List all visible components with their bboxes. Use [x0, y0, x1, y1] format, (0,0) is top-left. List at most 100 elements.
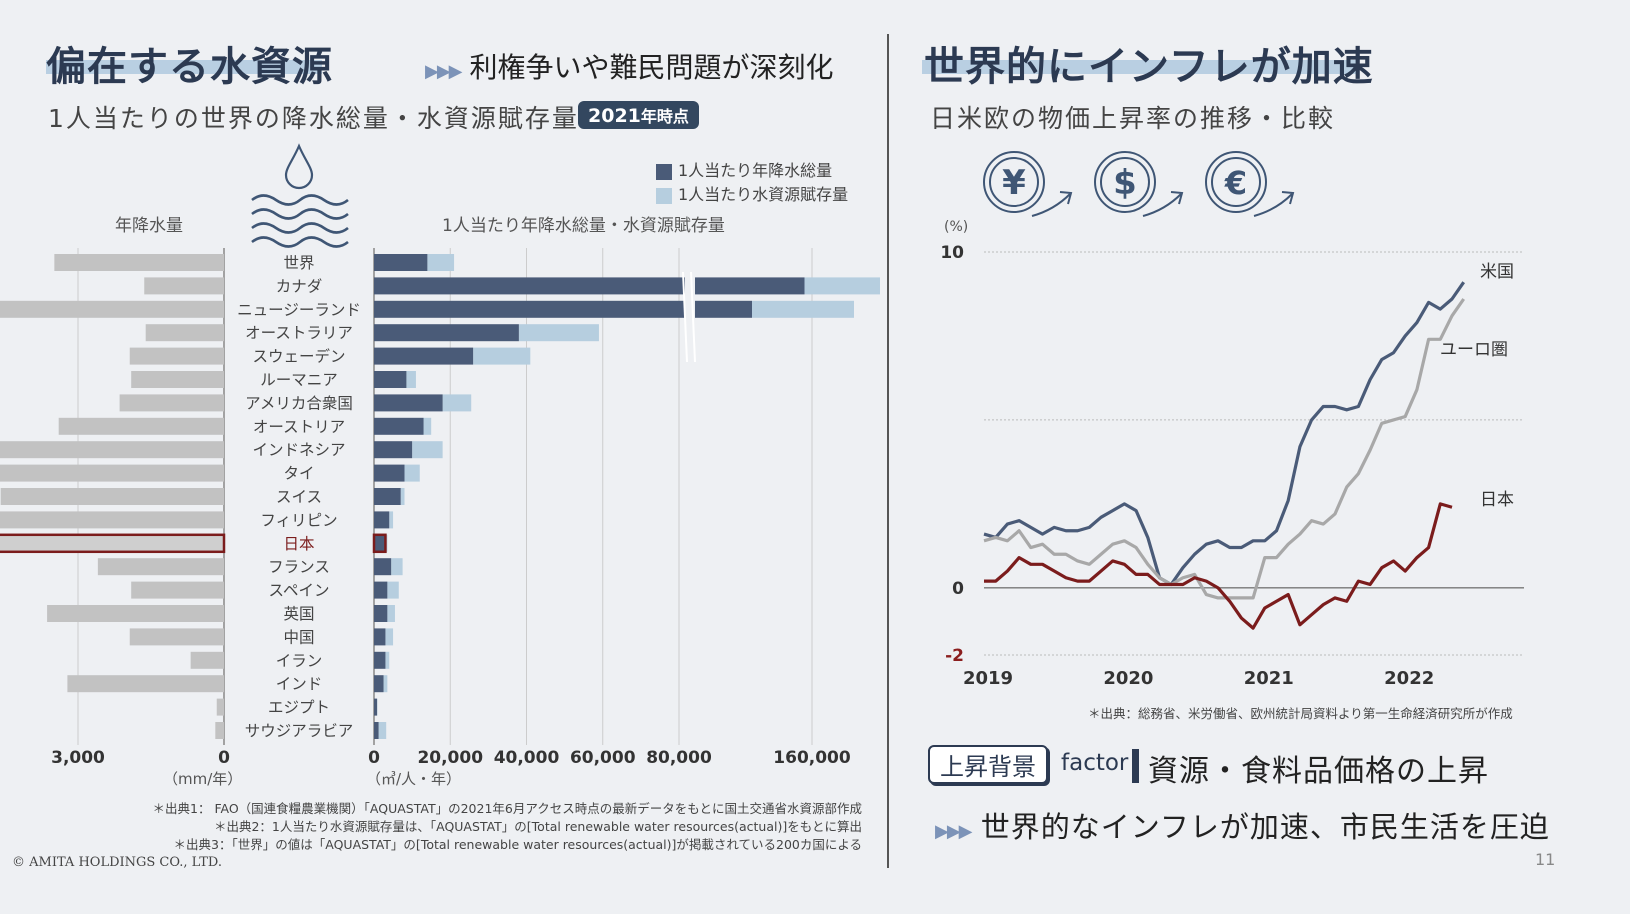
year-badge: 2021年時点 — [578, 101, 699, 129]
bar-precip-7 — [374, 417, 424, 435]
page-number: 11 — [1535, 850, 1556, 869]
right-tick-4: 80,000 — [646, 748, 712, 768]
triple-chevron-icon: ▶▶▶ — [425, 61, 463, 82]
bar-resource-7 — [423, 417, 432, 435]
bar-precip-12 — [372, 533, 387, 554]
bar-rainfall-14 — [131, 581, 224, 599]
y-tick--2: -2 — [945, 646, 964, 666]
svg-text:¥: ¥ — [1002, 163, 1026, 203]
bar-rainfall-9 — [0, 464, 224, 482]
category-label-17: イラン — [276, 652, 323, 670]
triple-chevron-icon-2: ▶▶▶ — [935, 821, 973, 842]
bar-precip-16 — [374, 628, 386, 646]
category-label-4: スウェーデン — [252, 347, 345, 366]
bar-precip-9 — [374, 464, 405, 482]
badge-year: 2021 — [588, 105, 641, 127]
bar-rainfall-5 — [131, 371, 224, 388]
series-label-2: 日本 — [1480, 490, 1514, 510]
right-title: 世界的にインフレが加速 — [924, 43, 1374, 90]
bar-resource-15 — [387, 605, 395, 622]
bar-rainfall-16 — [129, 628, 224, 646]
left-tick-3000: 3,000 — [51, 748, 105, 768]
legend-swatch-light — [656, 187, 672, 204]
axis-break-line-1 — [682, 271, 688, 363]
bar-rainfall-17 — [190, 651, 224, 669]
bar-precip-5 — [374, 371, 407, 388]
right-tick-0: 0 — [368, 748, 380, 768]
copyright: © AMITA HOLDINGS CO., LTD. — [12, 855, 223, 870]
series-line-0 — [983, 281, 1466, 587]
bar-precip-8 — [374, 441, 413, 459]
bar-resource-3 — [518, 324, 599, 342]
bar-resource-9 — [404, 464, 420, 482]
bar-resource-13 — [391, 558, 403, 576]
legend-label-resource: 1人当たり水資源賦存量 — [678, 185, 849, 204]
bar-precip-19 — [374, 698, 378, 716]
yen-icon: ¥ — [983, 151, 1073, 217]
panel-divider — [887, 34, 889, 868]
category-label-15: 英国 — [283, 605, 314, 623]
series-label-0: 米国 — [1480, 262, 1514, 282]
currency-icons: ¥ $ € — [983, 151, 1295, 217]
bar-rainfall-18 — [67, 675, 225, 693]
left-unit: （mm/年） — [163, 770, 243, 788]
category-label-9: タイ — [283, 465, 314, 483]
water-icon — [251, 143, 349, 248]
bar-precip-20 — [374, 722, 379, 739]
category-label-20: サウジアラビア — [245, 722, 354, 740]
legend-swatch-dark — [656, 163, 672, 180]
x-tick-2019: 2019 — [963, 668, 1013, 689]
bar-rainfall-1 — [144, 277, 224, 295]
factor-divider-bar — [1132, 749, 1139, 783]
x-tick-2022: 2022 — [1384, 668, 1434, 689]
right-axis-title: 1人当たり年降水総量・水資源賦存量 — [442, 216, 725, 236]
x-tick-2021: 2021 — [1244, 668, 1294, 689]
category-label-8: インドネシア — [252, 441, 345, 459]
y-tick-10: 10 — [940, 243, 964, 263]
euro-icon: € — [1205, 151, 1295, 217]
left-tick-0: 0 — [218, 748, 230, 768]
bar-resource-17 — [385, 651, 390, 669]
category-label-12: 日本 — [283, 535, 314, 553]
bar-precip-15 — [374, 605, 388, 622]
series-line-2 — [984, 502, 1453, 630]
bar-precip-11 — [374, 511, 390, 529]
category-label-6: アメリカ合衆国 — [245, 394, 353, 412]
title-underline — [46, 60, 322, 74]
bottom-message-text: 世界的なインフレが加速、市民生活を圧迫 — [980, 810, 1550, 844]
bar-resource-6 — [442, 394, 472, 412]
legend-item-resource: 1人当たり水資源賦存量 — [656, 181, 848, 205]
axis-break-line-2 — [690, 271, 696, 363]
svg-text:€: € — [1224, 164, 1247, 202]
series-label-1: ユーロ圏 — [1440, 340, 1508, 360]
right-title-underline — [922, 60, 1358, 74]
axis-break-gap — [685, 268, 695, 368]
bar-precip-4 — [374, 347, 474, 365]
bar-resource-1 — [804, 277, 880, 295]
category-label-0: 世界 — [283, 254, 314, 272]
dollar-icon: $ — [1094, 151, 1184, 217]
bar-rainfall-13 — [97, 558, 224, 576]
bar-rainfall-7 — [58, 417, 225, 435]
bar-resource-18 — [383, 675, 388, 693]
bar-precip-10 — [374, 488, 401, 505]
category-label-3: オーストラリア — [245, 324, 353, 342]
bar-rainfall-11 — [0, 511, 224, 529]
bar-rainfall-3 — [145, 324, 224, 342]
bar-rainfall-10 — [0, 488, 225, 505]
category-label-11: フィリピン — [260, 511, 337, 529]
bar-resource-5 — [406, 371, 416, 388]
bottom-message: ▶▶▶ 世界的なインフレが加速、市民生活を圧迫 — [935, 804, 1550, 846]
badge-suffix: 年時点 — [640, 107, 689, 126]
left-tagline-text: 利権争いや難民問題が深刻化 — [469, 51, 834, 84]
x-tick-2020: 2020 — [1103, 668, 1153, 689]
bar-precip-6 — [374, 394, 443, 412]
left-tagline: ▶▶▶ 利権争いや難民問題が深刻化 — [425, 46, 833, 86]
right-tick-5: 160,000 — [773, 748, 851, 768]
source-1: ＊出典1： FAO（国連食糧農業機関）「AQUASTAT」の2021年6月アクセ… — [152, 801, 862, 816]
category-label-13: フランス — [268, 558, 330, 576]
bar-resource-20 — [378, 722, 387, 739]
bar-rainfall-19 — [216, 698, 224, 716]
legend-label-precip: 1人当たり年降水総量 — [678, 161, 833, 180]
